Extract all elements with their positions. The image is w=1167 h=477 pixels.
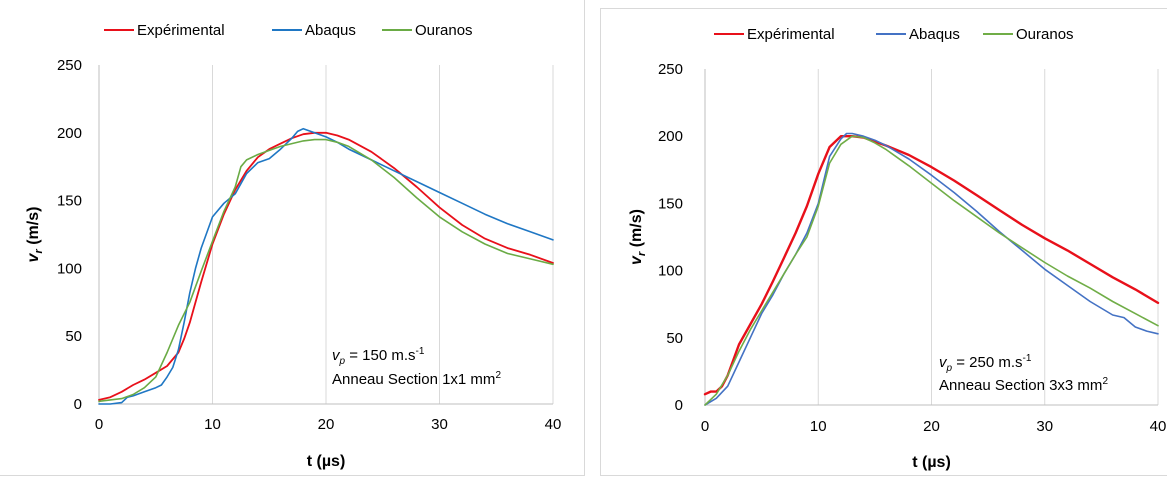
y-tick-label: 0 <box>675 397 683 414</box>
legend-label-ouranos: Ouranos <box>1016 26 1074 43</box>
chart-left-panel: 0 10 20 30 40 0 50 100 150 200 250 t (µs) vr (m/s) Ex… <box>0 0 585 476</box>
y-axis-title: vr (m/s) <box>25 207 45 263</box>
x-tick-label: 0 <box>95 416 103 433</box>
annotation-section: Anneau Section 3x3 mm2 <box>939 376 1108 394</box>
y-tick-label: 0 <box>74 396 82 413</box>
x-tick-label: 20 <box>923 418 940 435</box>
y-tick-label: 50 <box>666 330 683 347</box>
chart-left: 0 10 20 30 40 0 50 100 150 200 250 t (µs) vr (m/s) Ex… <box>25 22 562 470</box>
y-tick-label: 150 <box>57 193 82 210</box>
legend-label-ouranos: Ouranos <box>415 22 473 39</box>
annotation-velocity: vp = 250 m.s-1 <box>939 353 1032 374</box>
series-line-ouranos <box>704 135 1159 406</box>
legend-label-exprimental: Expérimental <box>137 22 225 39</box>
y-tick-label: 50 <box>65 328 82 345</box>
annotation-velocity: vp = 150 m.s-1 <box>332 346 425 367</box>
legend-label-abaqus: Abaqus <box>305 22 356 39</box>
y-tick-label: 250 <box>658 61 683 78</box>
y-tick-label: 250 <box>57 57 82 74</box>
x-tick-label: 0 <box>701 418 709 435</box>
series-line-abaqus <box>98 127 554 405</box>
annotation-section: Anneau Section 1x1 mm2 <box>332 370 501 388</box>
x-tick-label: 30 <box>1036 418 1053 435</box>
chart-right: 0 10 20 30 40 0 50 100 150 200 250 t (µs) vr (m/s) Ex… <box>628 26 1167 471</box>
legend-label-abaqus: Abaqus <box>909 26 960 43</box>
x-axis-title: t (µs) <box>307 453 346 470</box>
y-tick-label: 100 <box>658 263 683 280</box>
y-axis-title: vr (m/s) <box>628 209 648 265</box>
y-tick-label: 200 <box>57 125 82 142</box>
series-line-abaqus <box>704 132 1159 406</box>
x-tick-label: 30 <box>431 416 448 433</box>
x-tick-label: 20 <box>318 416 335 433</box>
x-tick-label: 40 <box>1150 418 1167 435</box>
x-tick-label: 10 <box>810 418 827 435</box>
legend-label-exprimental: Expérimental <box>747 26 835 43</box>
y-tick-label: 200 <box>658 128 683 145</box>
x-tick-label: 40 <box>545 416 562 433</box>
y-tick-label: 100 <box>57 260 82 277</box>
x-tick-label: 10 <box>204 416 221 433</box>
series-line-ouranos <box>98 138 554 403</box>
x-axis-title: t (µs) <box>912 454 951 471</box>
chart-right-panel: 0 10 20 30 40 0 50 100 150 200 250 t (µs) vr (m/s) Ex… <box>600 8 1167 476</box>
y-tick-label: 150 <box>658 195 683 212</box>
